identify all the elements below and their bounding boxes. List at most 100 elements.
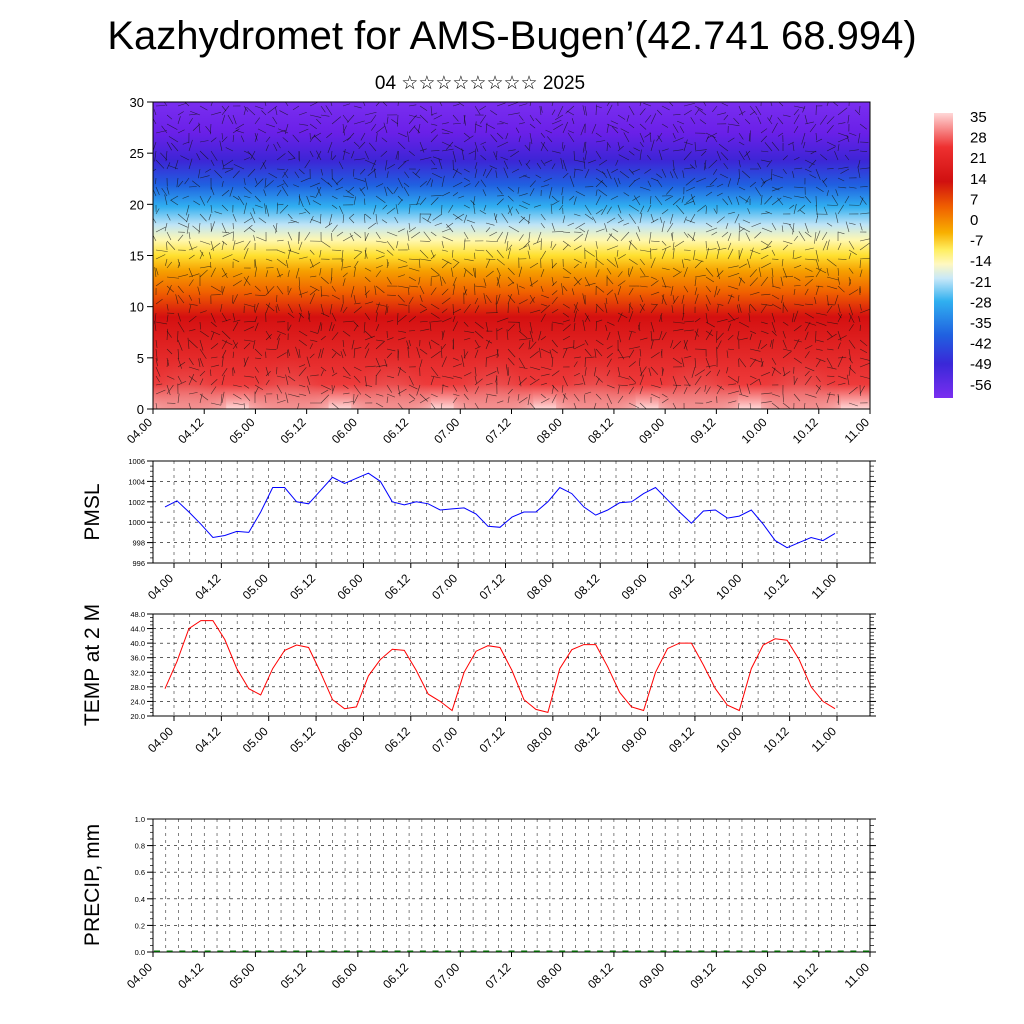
wind-vector bbox=[804, 321, 817, 326]
wind-vector bbox=[716, 270, 724, 278]
wind-vector bbox=[529, 375, 536, 381]
wind-vector bbox=[826, 303, 835, 306]
x-tick-label: 10.12 bbox=[761, 571, 792, 602]
wind-vector bbox=[821, 179, 828, 188]
wind-vector bbox=[683, 387, 688, 395]
wind-vector bbox=[386, 384, 393, 393]
wind-vector bbox=[336, 231, 344, 237]
wind-vector bbox=[155, 321, 167, 325]
wind-vector bbox=[771, 303, 782, 310]
wind-vector bbox=[416, 195, 421, 206]
wind-vector bbox=[683, 151, 692, 161]
wind-vector bbox=[373, 168, 377, 179]
wind-vector bbox=[342, 339, 345, 348]
wind-vector bbox=[287, 270, 290, 278]
wind-vector bbox=[661, 294, 667, 306]
wind-vector bbox=[661, 245, 671, 251]
wind-vector bbox=[529, 330, 534, 343]
warm-cell bbox=[453, 321, 534, 409]
colorbar-label: 7 bbox=[970, 191, 978, 208]
wind-vector bbox=[210, 137, 217, 143]
wind-vector bbox=[455, 213, 465, 220]
wind-vector bbox=[430, 128, 437, 134]
wind-vector bbox=[789, 224, 795, 233]
wind-vector bbox=[573, 361, 578, 368]
wind-vector bbox=[243, 195, 251, 199]
wind-vector bbox=[704, 384, 707, 392]
wind-vector bbox=[168, 165, 179, 170]
wind-vector bbox=[826, 168, 834, 170]
y-tick-label: 1004 bbox=[128, 477, 145, 486]
wind-vector bbox=[496, 327, 503, 332]
wind-vector bbox=[644, 168, 652, 174]
wind-vector bbox=[331, 352, 337, 359]
wind-vector bbox=[650, 303, 658, 314]
wind-vector bbox=[738, 132, 744, 140]
wind-vector bbox=[712, 135, 718, 143]
wind-vector bbox=[738, 303, 742, 313]
wind-vector bbox=[846, 374, 850, 386]
wind-vector bbox=[683, 231, 689, 238]
wind-vector bbox=[690, 194, 696, 206]
wind-vector bbox=[177, 180, 184, 188]
wind-vector bbox=[639, 366, 643, 377]
wind-vector bbox=[188, 373, 195, 386]
wind-vector bbox=[419, 105, 428, 111]
wind-vector bbox=[257, 128, 267, 134]
wind-vector bbox=[661, 398, 669, 404]
wind-vector bbox=[342, 272, 348, 278]
wind-vector bbox=[804, 366, 815, 372]
wind-vector bbox=[661, 105, 670, 111]
wind-vector bbox=[166, 261, 172, 269]
wind-vector bbox=[595, 195, 602, 206]
wind-vector bbox=[529, 180, 536, 188]
wind-vector bbox=[745, 232, 751, 242]
wind-vector bbox=[617, 312, 628, 319]
wind-vector bbox=[672, 271, 682, 278]
wind-vector bbox=[419, 308, 428, 314]
wind-vector bbox=[551, 394, 557, 404]
wind-vector bbox=[771, 276, 774, 287]
wind-vector bbox=[386, 294, 396, 296]
wind-vector bbox=[682, 170, 685, 179]
wind-vector bbox=[859, 287, 861, 296]
wind-vector bbox=[320, 114, 330, 117]
wind-vector bbox=[243, 217, 252, 224]
wind-vector bbox=[166, 384, 174, 395]
wind-vector bbox=[782, 371, 791, 377]
wind-vector bbox=[364, 312, 370, 320]
wind-vector bbox=[606, 384, 615, 389]
wind-vector bbox=[292, 105, 300, 111]
wind-vector bbox=[771, 294, 780, 300]
wind-vector bbox=[716, 247, 727, 251]
wind-vector bbox=[650, 248, 658, 251]
wind-vector bbox=[210, 356, 218, 359]
wind-vector bbox=[161, 187, 168, 197]
wind-vector bbox=[771, 122, 778, 134]
precip-bar bbox=[863, 950, 869, 952]
wind-vector bbox=[551, 339, 558, 348]
chart-subtitle: 04 ☆☆☆☆☆☆☆☆ 2025 bbox=[374, 73, 586, 94]
wind-vector bbox=[771, 222, 777, 231]
wind-vector bbox=[188, 339, 198, 349]
wind-vector bbox=[254, 366, 259, 373]
wind-vector bbox=[276, 366, 278, 375]
wind-vector bbox=[177, 357, 182, 369]
wind-vector bbox=[485, 249, 494, 258]
x-tick-label: 09.00 bbox=[619, 571, 650, 602]
wind-vector bbox=[177, 285, 184, 294]
wind-vector bbox=[507, 195, 514, 202]
wind-vector bbox=[386, 375, 395, 379]
wind-vector bbox=[221, 356, 224, 368]
wind-vector bbox=[639, 337, 648, 341]
wind-vector bbox=[617, 280, 626, 287]
x-tick-label: 06.12 bbox=[380, 415, 411, 446]
wind-vector bbox=[815, 385, 822, 395]
wind-vector bbox=[859, 385, 865, 395]
wind-vector bbox=[210, 221, 215, 233]
temp-y-axis: 20.024.028.032.036.040.044.048.0 bbox=[130, 610, 876, 721]
wind-vector bbox=[660, 314, 663, 323]
wind-vector bbox=[298, 212, 306, 215]
wind-vector bbox=[637, 226, 641, 233]
wind-vector bbox=[722, 198, 729, 206]
